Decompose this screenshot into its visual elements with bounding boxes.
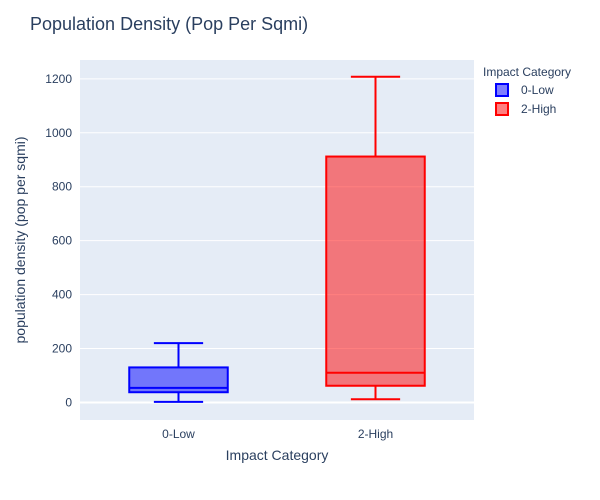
legend: Impact Category 0-Low 2-High <box>483 65 571 116</box>
y-tick-label: 0 <box>65 395 72 409</box>
chart-title: Population Density (Pop Per Sqmi) <box>30 14 308 34</box>
y-tick-label: 1000 <box>45 126 72 140</box>
y-tick-label: 400 <box>52 288 72 302</box>
legend-label: 0-Low <box>521 83 554 97</box>
legend-label: 2-High <box>521 102 556 116</box>
y-tick-labels: 0 200 400 600 800 1000 1200 <box>45 72 72 410</box>
x-tick-label: 0-Low <box>162 427 195 441</box>
y-tick-label: 800 <box>52 180 72 194</box>
box-2-High <box>325 75 426 401</box>
grid-lines <box>80 78 474 404</box>
y-tick-label: 1200 <box>45 72 72 86</box>
legend-swatch <box>495 83 509 97</box>
box-0-Low <box>128 342 229 403</box>
legend-swatch <box>495 102 509 116</box>
legend-title: Impact Category <box>483 65 571 79</box>
y-axis-title: population density (pop per sqmi) <box>12 136 28 343</box>
x-axis-title: Impact Category <box>226 447 329 463</box>
legend-items: 0-Low 2-High <box>495 83 556 116</box>
legend-item: 2-High <box>495 102 556 116</box>
box-series <box>128 75 426 403</box>
x-tick-labels: 0-Low 2-High <box>162 427 393 441</box>
legend-item: 0-Low <box>495 83 554 97</box>
y-tick-label: 200 <box>52 342 72 356</box>
iqr-box <box>325 155 426 387</box>
y-tick-label: 600 <box>52 234 72 248</box>
x-tick-label: 2-High <box>358 427 393 441</box>
